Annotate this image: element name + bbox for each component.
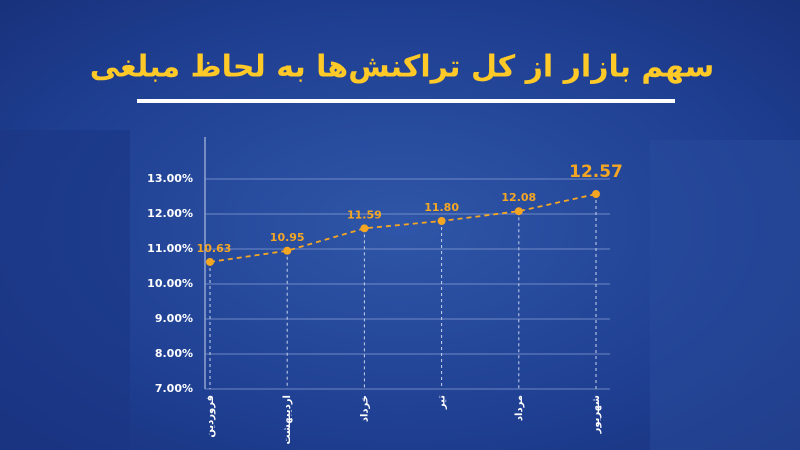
value-label: 12.57 xyxy=(569,162,623,182)
point xyxy=(360,224,369,233)
point xyxy=(437,217,446,225)
x-tick-label: خرداد xyxy=(359,395,370,422)
y-tick-label: 12.00% xyxy=(147,207,193,220)
point xyxy=(206,257,214,266)
value-label: 11.80 xyxy=(424,201,459,214)
x-tick-label: مرداد xyxy=(514,395,525,421)
value-label: 12.08 xyxy=(501,191,536,204)
value-label: 10.63 xyxy=(197,242,232,255)
y-tick-label: 11.00% xyxy=(147,242,193,255)
x-tick-label: اردیبهشت xyxy=(282,395,293,445)
point xyxy=(283,246,292,255)
x-tick-label: شهریور xyxy=(591,395,602,435)
point xyxy=(592,190,600,199)
point xyxy=(514,207,523,216)
y-tick-label: 9.00% xyxy=(155,312,193,325)
y-tick-label: 13.00% xyxy=(147,172,193,185)
y-tick-label: 7.00% xyxy=(155,382,193,395)
x-tick-label: تیر xyxy=(437,395,448,410)
x-tick-label: فروردین xyxy=(205,395,216,438)
y-tick-label: 8.00% xyxy=(155,347,193,360)
background-shape xyxy=(0,130,130,450)
y-tick-label: 10.00% xyxy=(147,277,193,290)
background-shape xyxy=(650,140,800,450)
line xyxy=(209,193,597,263)
value-label: 11.59 xyxy=(347,208,382,221)
chart-title: سهم بازار از کل تراکنش‌ها به لحاظ مبلغی xyxy=(90,50,715,85)
value-label: 10.95 xyxy=(270,231,305,244)
